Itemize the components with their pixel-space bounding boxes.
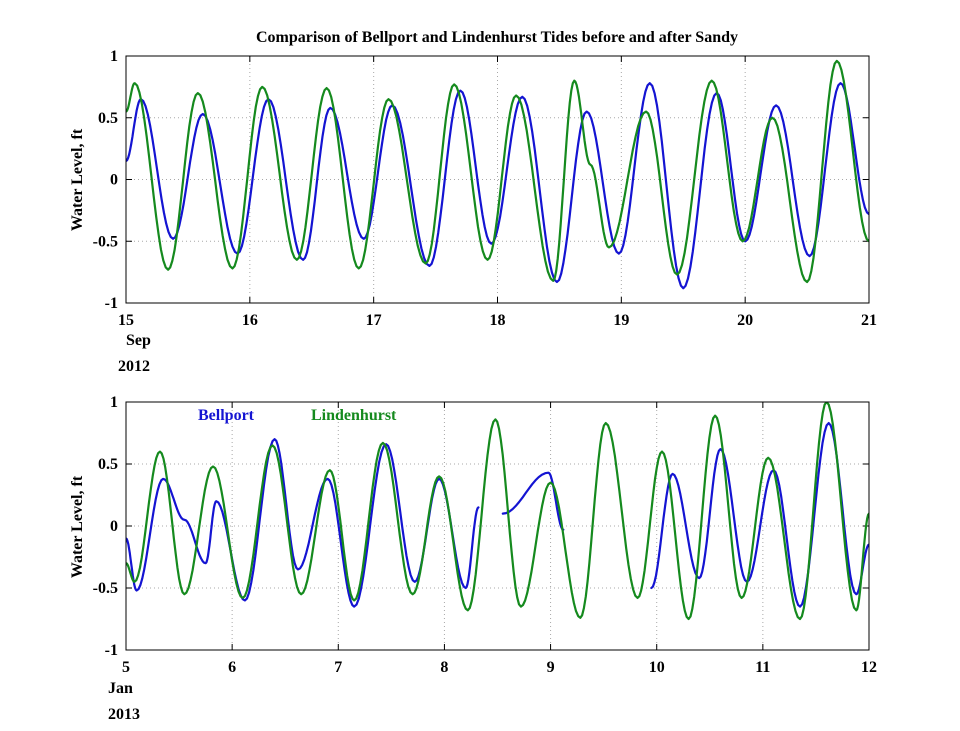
x-tick-label: 12 [861, 659, 877, 676]
y-tick-label: -1 [105, 642, 118, 659]
x-tick-label: 10 [649, 659, 665, 676]
x-sublabel-year: 2013 [108, 706, 140, 723]
y-tick-label: 0 [110, 172, 118, 189]
y-tick-label: -0.5 [93, 233, 118, 250]
x-tick-label: 18 [490, 312, 506, 329]
x-tick-label: 8 [440, 659, 448, 676]
series-lindenhurst-line [126, 59, 869, 284]
legend-lindenhurst: Lindenhurst [311, 407, 397, 424]
plot-area: 5 6 7 8 9 10 11 12 1 0.5 0 -0.5 -1 [93, 394, 877, 676]
x-tick-label: 11 [755, 659, 770, 676]
x-tick-label: 16 [242, 312, 258, 329]
x-tick-label: 7 [334, 659, 342, 676]
x-tick-label: 20 [737, 312, 753, 329]
y-tick-label: 1 [110, 394, 118, 411]
x-sublabel-month: Sep [126, 332, 151, 349]
y-tick-label: 0.5 [98, 456, 118, 473]
x-tick-label: 17 [366, 312, 382, 329]
y-axis-label: Water Level, ft [69, 475, 86, 578]
y-tick-label: 0 [110, 518, 118, 535]
x-tick-label: 21 [861, 312, 877, 329]
x-tick-label: 6 [228, 659, 236, 676]
x-tick-label: 5 [122, 659, 130, 676]
x-tick-label: 19 [613, 312, 629, 329]
y-tick-label: 0.5 [98, 110, 118, 127]
y-tick-label: 1 [110, 48, 118, 65]
x-sublabel-year: 2012 [118, 358, 150, 375]
figure-title: Comparison of Bellport and Lindenhurst T… [256, 29, 738, 46]
jan-2013-panel: 5 6 7 8 9 10 11 12 1 0.5 0 -0.5 -1 Jan 2013 Water Le… [69, 394, 877, 723]
axes-frame [125, 401, 870, 651]
y-axis-label: Water Level, ft [69, 128, 86, 231]
y-tick-label: -1 [105, 295, 118, 312]
sep-2012-panel: 15 16 17 18 19 20 21 1 0.5 0 -0.5 -1 Sep 2012 Water… [69, 48, 877, 375]
legend-bellport: Bellport [198, 407, 255, 424]
x-tick-label: 15 [118, 312, 134, 329]
series-lindenhurst-line [126, 402, 869, 621]
x-sublabel-month: Jan [108, 680, 133, 697]
x-tick-label: 9 [547, 659, 555, 676]
y-tick-label: -0.5 [93, 580, 118, 597]
axes-frame [125, 55, 870, 304]
plot-area: 15 16 17 18 19 20 21 1 0.5 0 -0.5 -1 [93, 48, 877, 329]
